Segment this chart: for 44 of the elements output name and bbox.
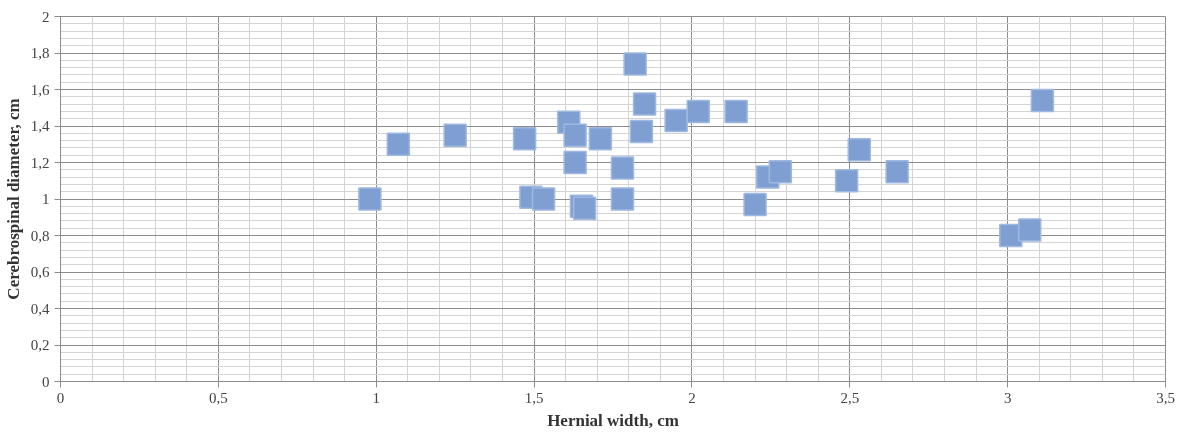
y-tick-label: 2: [42, 8, 50, 25]
y-tick-label: 0,4: [30, 300, 50, 317]
point: [512, 127, 537, 151]
point: [768, 159, 793, 184]
point: [847, 137, 872, 162]
point: [834, 169, 859, 193]
y-tick-label: 0,6: [30, 264, 50, 280]
x-tick-label: 3,5: [1156, 389, 1175, 406]
point: [885, 159, 909, 184]
x-tick-label: 0: [56, 389, 65, 406]
point: [1030, 88, 1055, 113]
x-tick-label: 2,5: [840, 389, 860, 406]
point: [623, 52, 647, 76]
point: [1017, 218, 1042, 242]
point: [588, 127, 613, 151]
point: [686, 99, 710, 124]
point: [724, 99, 748, 124]
x-tick-label: 1,5: [524, 389, 544, 406]
x-tick-label: 1: [372, 389, 380, 406]
y-tick-label: 1,4: [30, 118, 50, 134]
point: [531, 187, 556, 211]
point: [743, 192, 767, 217]
point: [629, 119, 654, 144]
y-tick-label: 0: [42, 373, 50, 390]
y-tick-label: 1: [42, 191, 50, 207]
point: [443, 123, 467, 147]
point: [386, 132, 411, 156]
point: [610, 156, 635, 180]
x-axis-title: Hernial width, cm: [547, 410, 679, 430]
point: [563, 150, 587, 175]
y-tick-label: 0,8: [30, 227, 50, 244]
x-tick-label: 0,5: [208, 389, 228, 406]
point: [563, 123, 587, 147]
x-tick-label: 3: [1003, 389, 1012, 406]
y-tick-label: 1,8: [30, 45, 50, 61]
y-tick-label: 1,6: [30, 81, 50, 98]
y-tick-label: 0,2: [30, 337, 50, 353]
point: [610, 187, 635, 211]
point: [632, 92, 657, 116]
y-tick-label: 1,2: [30, 154, 50, 171]
y-axis-title: Cerebrospinal diameter, cm: [3, 98, 23, 300]
point: [664, 108, 688, 133]
x-tick-label: 2: [688, 389, 696, 406]
point: [358, 187, 382, 211]
